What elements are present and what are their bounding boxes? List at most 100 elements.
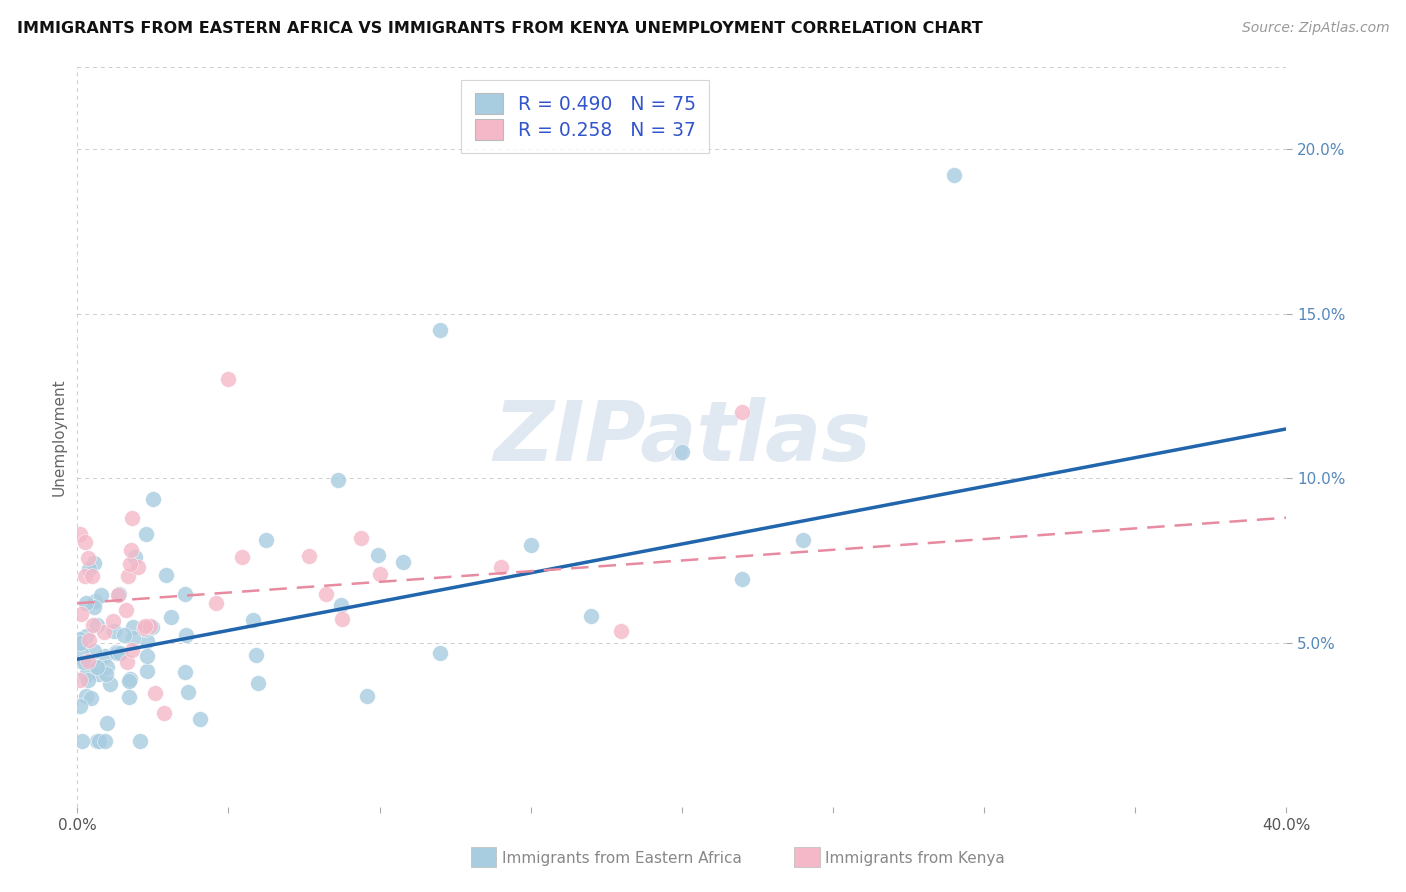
Point [173, 587, 195, 601]
Point [174, 628, 197, 642]
Point [80, 569, 103, 583]
Point [83, 600, 105, 615]
Point [129, 734, 152, 748]
Point [489, 559, 512, 574]
Legend: R = 0.490   N = 75, R = 0.258   N = 37: R = 0.490 N = 75, R = 0.258 N = 37 [461, 80, 709, 153]
Point [218, 372, 240, 386]
Point [124, 550, 146, 565]
Point [72, 656, 94, 670]
Point [326, 473, 349, 487]
Point [141, 620, 163, 634]
Point [107, 588, 129, 602]
Point [87, 661, 110, 675]
Point [90, 588, 112, 602]
Point [93, 624, 115, 639]
Point [429, 646, 451, 660]
Point [69, 632, 91, 647]
Point [160, 610, 183, 624]
Point [83, 644, 105, 658]
Point [132, 621, 155, 635]
Point [315, 587, 337, 601]
Text: Immigrants from Kenya: Immigrants from Kenya [825, 851, 1005, 865]
Point [330, 598, 353, 612]
Point [94, 667, 117, 681]
Point [75, 535, 97, 549]
Point [298, 549, 321, 563]
Point [610, 624, 633, 639]
Point [69, 673, 91, 687]
Point [77, 633, 100, 648]
Point [89, 734, 111, 748]
Point [86, 660, 108, 674]
Point [86, 618, 108, 632]
Point [117, 655, 139, 669]
Point [117, 569, 139, 583]
Point [75, 569, 97, 583]
Point [118, 673, 141, 688]
Point [135, 633, 157, 648]
Point [127, 559, 149, 574]
Point [121, 511, 143, 525]
Point [70, 607, 93, 622]
Point [75, 689, 97, 703]
Point [242, 613, 264, 627]
Point [69, 636, 91, 650]
Point [73, 656, 96, 670]
Text: Immigrants from Eastern Africa: Immigrants from Eastern Africa [502, 851, 742, 865]
Point [177, 685, 200, 699]
Point [94, 648, 117, 663]
Point [103, 614, 125, 628]
Point [520, 538, 543, 552]
Text: Source: ZipAtlas.com: Source: ZipAtlas.com [1241, 21, 1389, 36]
Point [84, 593, 107, 607]
Point [142, 491, 165, 506]
Point [80, 691, 103, 706]
Point [69, 699, 91, 714]
Point [350, 532, 373, 546]
Point [104, 644, 127, 658]
Point [330, 612, 353, 626]
Point [120, 557, 142, 571]
Point [77, 673, 100, 688]
Point [792, 533, 814, 547]
Point [103, 624, 125, 638]
Point [120, 542, 142, 557]
Point [98, 676, 121, 690]
Point [70, 646, 93, 660]
Point [231, 549, 253, 564]
Point [94, 734, 117, 748]
Point [105, 646, 128, 660]
Point [117, 690, 139, 705]
Point [368, 567, 391, 582]
Point [138, 619, 160, 633]
Point [75, 629, 97, 643]
Point [136, 664, 159, 678]
Point [76, 654, 98, 668]
Point [134, 618, 156, 632]
Point [367, 548, 389, 562]
Point [392, 556, 415, 570]
Y-axis label: Unemployment: Unemployment [51, 378, 66, 496]
Point [731, 405, 754, 419]
Point [86, 734, 108, 748]
Point [155, 567, 177, 582]
Point [121, 643, 143, 657]
Point [75, 668, 97, 682]
Point [72, 734, 94, 748]
Point [120, 672, 142, 686]
Point [75, 596, 97, 610]
Point [115, 602, 138, 616]
Point [254, 533, 277, 548]
Point [731, 572, 754, 586]
Point [77, 550, 100, 565]
Point [143, 685, 166, 699]
Point [245, 648, 267, 662]
Point [110, 646, 132, 660]
Point [174, 665, 197, 680]
Point [942, 169, 965, 183]
Point [204, 596, 226, 610]
Point [429, 323, 451, 337]
Text: ZIPatlas: ZIPatlas [494, 397, 870, 477]
Point [671, 445, 693, 459]
Text: IMMIGRANTS FROM EASTERN AFRICA VS IMMIGRANTS FROM KENYA UNEMPLOYMENT CORRELATION: IMMIGRANTS FROM EASTERN AFRICA VS IMMIGR… [17, 21, 983, 37]
